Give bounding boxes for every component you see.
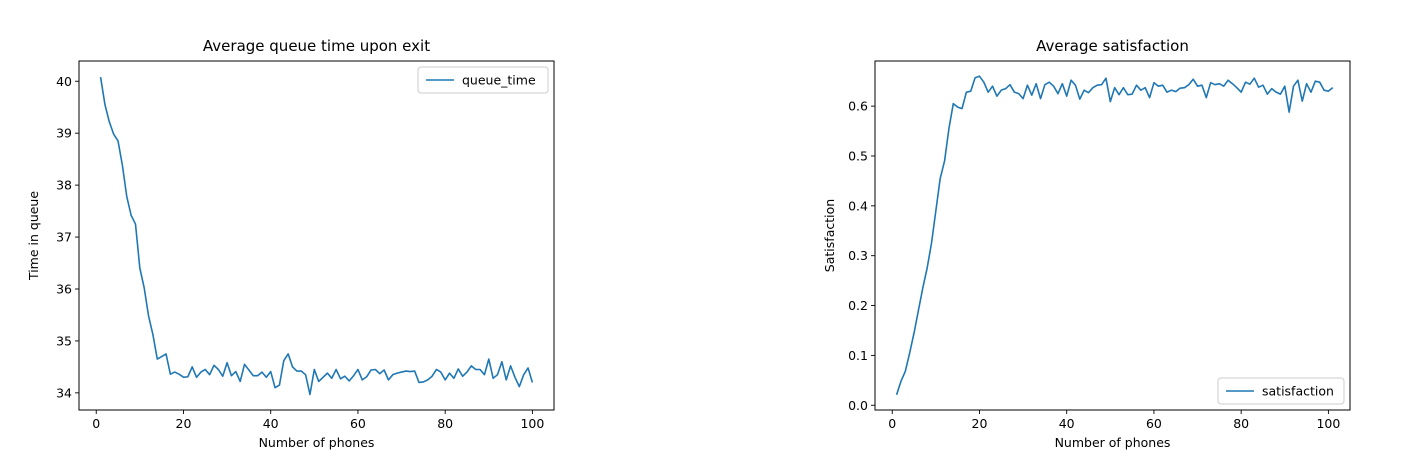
- legend-box: [417, 66, 549, 94]
- series-line-queue_time: [99, 76, 534, 396]
- x-tick-label: 60: [1146, 416, 1162, 431]
- x-tick-label: 60: [350, 416, 366, 431]
- y-axis-label: Time in queue: [26, 191, 41, 281]
- y-tick-label: 39: [56, 126, 72, 141]
- x-tick-label: 0: [888, 416, 896, 431]
- x-tick-label: 100: [520, 416, 544, 431]
- y-tick-label: 36: [56, 281, 72, 296]
- chart-panel-1: 0 20 40 60 80 100 34 35 36 37 38 39 40 Average queue …: [26, 37, 555, 450]
- x-tick-label: 40: [1059, 416, 1075, 431]
- x-tick-label: 80: [1233, 416, 1249, 431]
- y-tick-label: 38: [56, 178, 72, 193]
- legend-box: [1217, 377, 1345, 405]
- y-tick-label: 0.1: [848, 348, 868, 363]
- x-axis-label: Number of phones: [259, 435, 375, 450]
- x-tick-label: 20: [972, 416, 988, 431]
- series-line-satisfaction: [895, 75, 1334, 396]
- legend: satisfaction: [1217, 377, 1345, 405]
- y-tick-label: 0.2: [848, 298, 868, 313]
- chart-panel-2: 0 20 40 60 80 100 0.0 0.1 0.2 0.3 0.4 0.5 0.6 Average…: [822, 37, 1351, 450]
- y-tick-label: 0.0: [848, 398, 868, 413]
- y-tick-label: 0.3: [848, 248, 868, 263]
- legend: queue_time: [417, 66, 549, 94]
- x-tick-label: 80: [437, 416, 453, 431]
- x-tick-label: 20: [176, 416, 192, 431]
- plot-frame: [874, 60, 1351, 411]
- legend-label: queue_time: [462, 73, 536, 88]
- x-tick-label: 40: [263, 416, 279, 431]
- x-tick-label: 100: [1316, 416, 1340, 431]
- y-tick-label: 34: [56, 385, 72, 400]
- x-axis-label: Number of phones: [1055, 435, 1171, 450]
- legend-label: satisfaction: [1262, 384, 1334, 399]
- y-tick-label: 0.4: [848, 198, 868, 213]
- chart-title: Average satisfaction: [1036, 37, 1189, 55]
- y-axis-label: Satisfaction: [822, 199, 837, 272]
- x-tick-label: 0: [92, 416, 100, 431]
- y-tick-label: 37: [56, 230, 72, 245]
- chart-title: Average queue time upon exit: [203, 37, 430, 55]
- y-tick-label: 0.5: [848, 148, 868, 163]
- y-tick-label: 40: [56, 74, 72, 89]
- y-tick-label: 35: [56, 333, 72, 348]
- y-tick-label: 0.6: [848, 99, 868, 114]
- plot-frame: [78, 60, 555, 411]
